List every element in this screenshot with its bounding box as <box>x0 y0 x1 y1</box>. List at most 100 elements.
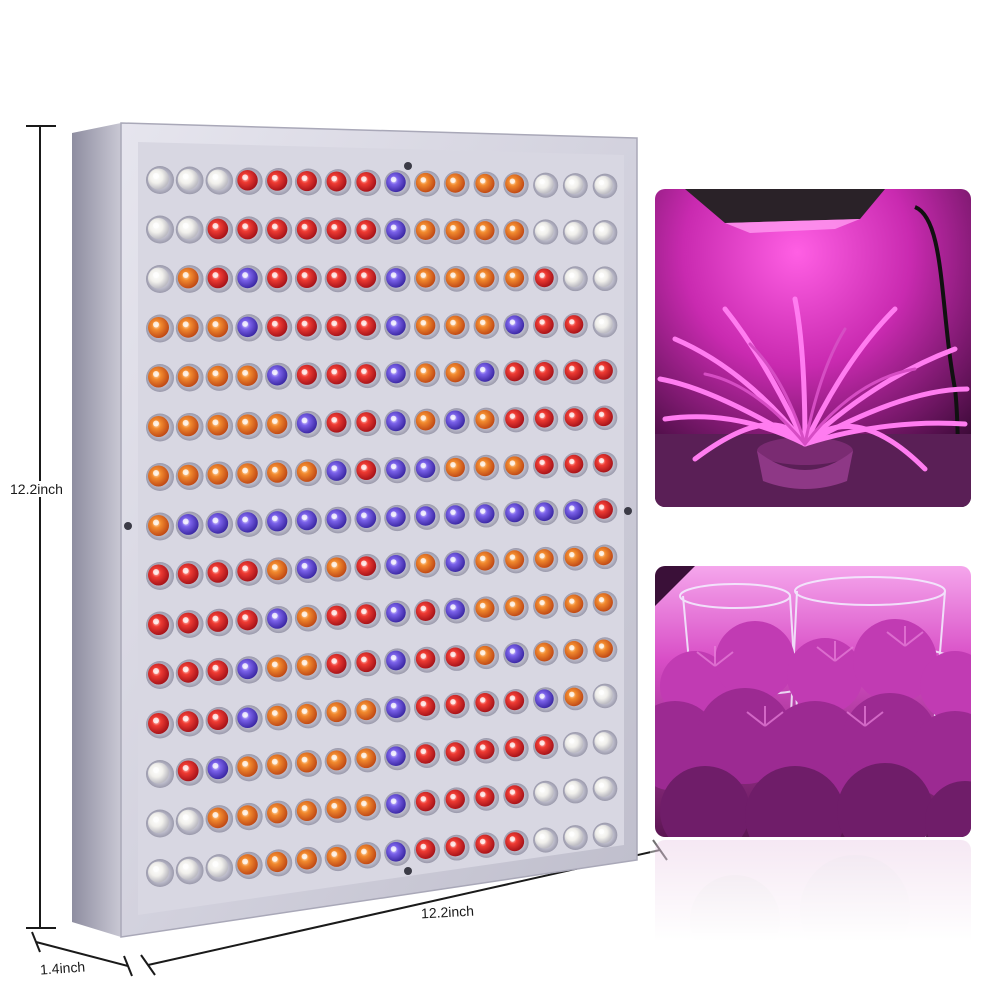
led-highlight <box>242 320 249 327</box>
led-highlight <box>182 370 189 377</box>
led-highlight <box>390 415 397 422</box>
led-highlight <box>390 654 397 661</box>
led-highlight <box>539 178 545 185</box>
led-highlight <box>598 828 605 835</box>
led-orange <box>237 365 258 386</box>
led-highlight <box>539 506 545 512</box>
led-white <box>564 268 584 288</box>
led-orange <box>296 703 317 725</box>
led-highlight <box>539 833 545 840</box>
led-red <box>534 455 554 475</box>
led-highlight <box>569 831 575 837</box>
led-blue <box>445 552 465 572</box>
led-orange <box>356 700 377 721</box>
led-highlight <box>390 463 397 470</box>
led-red <box>326 412 347 433</box>
led-red <box>505 362 525 382</box>
led-red <box>177 661 199 683</box>
led-orange <box>267 851 288 873</box>
led-highlight <box>153 618 159 625</box>
led-orange <box>296 461 317 482</box>
led-highlight <box>420 653 427 659</box>
led-highlight <box>569 738 575 744</box>
led-highlight <box>242 369 249 376</box>
led-highlight <box>331 175 338 182</box>
led-highlight <box>301 853 308 860</box>
led-highlight <box>509 554 516 560</box>
led-blue <box>326 460 347 481</box>
plants-canopy-under-grow-light-photo <box>655 566 971 837</box>
led-highlight <box>420 700 427 707</box>
led-orange <box>148 317 169 338</box>
led-white <box>594 732 613 751</box>
led-white <box>594 268 613 288</box>
led-highlight <box>182 567 189 574</box>
led-highlight <box>271 272 278 278</box>
led-highlight <box>242 809 249 816</box>
led-red <box>326 364 347 385</box>
led-highlight <box>390 750 397 757</box>
led-highlight <box>182 518 189 525</box>
led-highlight <box>479 508 486 514</box>
led-orange <box>475 221 495 241</box>
led-highlight <box>450 272 456 278</box>
led-red <box>415 649 436 669</box>
led-highlight <box>569 458 575 465</box>
led-orange <box>415 553 436 574</box>
led-highlight <box>361 656 367 663</box>
led-red <box>415 839 436 860</box>
led-highlight <box>271 661 278 668</box>
led-orange <box>237 854 258 875</box>
led-orange <box>475 457 495 477</box>
led-orange <box>148 465 169 487</box>
led-orange <box>594 546 613 566</box>
led-orange <box>148 366 169 388</box>
led-highlight <box>331 561 338 568</box>
led-blue <box>386 363 406 384</box>
led-highlight <box>301 756 308 763</box>
led-red <box>207 709 229 731</box>
led-red <box>356 268 377 288</box>
led-blue <box>386 650 406 671</box>
led-red <box>564 408 584 427</box>
led-white <box>207 856 229 878</box>
led-highlight <box>450 651 456 658</box>
led-blue <box>267 365 288 386</box>
led-white <box>177 218 199 240</box>
led-red <box>356 316 377 336</box>
led-highlight <box>242 858 249 865</box>
led-red <box>237 609 258 631</box>
led-highlight <box>420 415 427 421</box>
led-highlight <box>361 512 367 519</box>
led-orange <box>445 173 465 193</box>
led-highlight <box>598 457 605 464</box>
led-highlight <box>479 225 486 231</box>
led-highlight <box>479 838 486 845</box>
led-highlight <box>153 519 159 526</box>
led-blue <box>475 362 495 382</box>
led-highlight <box>331 802 338 809</box>
led-highlight <box>153 420 159 427</box>
led-highlight <box>331 368 338 375</box>
led-orange <box>296 607 317 628</box>
led-red <box>356 604 377 625</box>
led-blue <box>505 503 525 523</box>
led-white <box>148 168 169 190</box>
led-orange <box>505 221 525 241</box>
led-red <box>296 364 317 385</box>
led-highlight <box>212 664 219 671</box>
led-highlight <box>271 174 278 181</box>
led-highlight <box>361 848 367 855</box>
led-highlight <box>390 367 397 374</box>
led-highlight <box>212 615 219 622</box>
led-blue <box>296 510 317 531</box>
led-white <box>564 827 584 846</box>
led-highlight <box>390 607 397 613</box>
led-highlight <box>539 319 545 325</box>
led-orange <box>148 515 169 536</box>
led-red <box>415 601 436 621</box>
led-red <box>534 408 554 428</box>
led-blue <box>505 644 525 664</box>
led-highlight <box>539 225 545 232</box>
led-blue <box>386 268 406 288</box>
